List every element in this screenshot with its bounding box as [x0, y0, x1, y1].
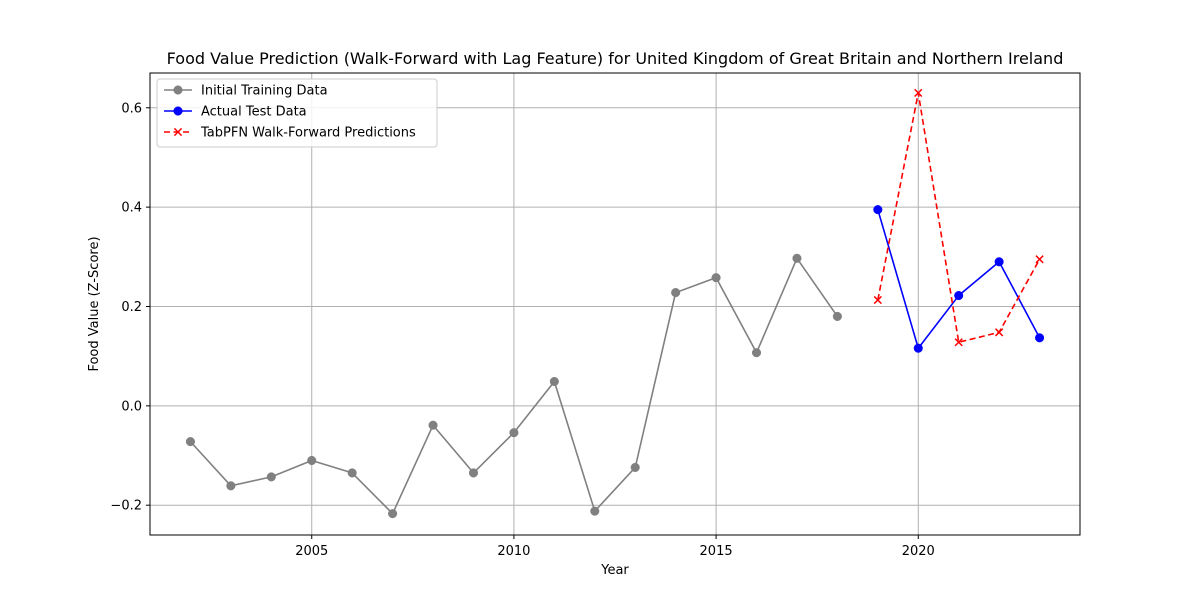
x-tick-label: 2010 [497, 544, 530, 559]
data-point [388, 509, 398, 519]
data-point [873, 295, 882, 305]
y-tick-label: 0.4 [121, 201, 142, 216]
plot-area-frame [149, 72, 1081, 536]
y-axis-label: Food Value (Z-Score) [87, 236, 102, 371]
data-point [954, 338, 963, 347]
legend-marker [173, 85, 183, 95]
x-axis-label: Year [600, 563, 629, 578]
y-tick-label: −0.2 [110, 499, 142, 514]
data-point [590, 506, 600, 516]
data-point [751, 348, 762, 358]
legend-entry-3: TabPFN Walk-Forward Predictions [164, 126, 416, 141]
data-point [671, 288, 681, 298]
data-point [914, 88, 923, 98]
y-tick-label: 0.0 [121, 399, 142, 414]
data-point [792, 253, 802, 263]
data-point [711, 273, 721, 283]
legend-label: Initial Training Data [201, 84, 328, 99]
data-point [954, 291, 964, 301]
data-point [630, 462, 640, 472]
data-point [347, 468, 357, 478]
x-tick-label: 2015 [700, 544, 733, 559]
axis-ticks: 2005 2010 2015 2020 −0.2 0.0 0.2 0.4 0.6 [110, 101, 934, 559]
data-point [994, 257, 1004, 267]
data-point [226, 481, 236, 491]
legend-marker [173, 127, 183, 137]
data-point [1035, 255, 1044, 264]
legend-label: Actual Test Data [201, 105, 307, 120]
legend-entry-2: Actual Test Data [164, 105, 307, 120]
series-1 [185, 253, 842, 519]
chart-title: Food Value Prediction (Walk-Forward with… [167, 49, 1064, 68]
legend-entry-1: Initial Training Data [164, 84, 328, 99]
series-layer [185, 88, 1045, 519]
legend: Initial Training Data Actual Test Data Tab… [156, 78, 438, 148]
data-point [509, 428, 519, 438]
series-3 [873, 88, 1044, 347]
series-line [877, 92, 1041, 344]
y-tick-label: 0.6 [121, 101, 142, 116]
legend-label: TabPFN Walk-Forward Predictions [200, 126, 416, 141]
data-point [873, 205, 883, 215]
data-point [307, 455, 317, 466]
data-point [549, 376, 559, 387]
y-tick-label: 0.2 [121, 300, 142, 315]
data-point [913, 343, 923, 353]
series-2 [873, 205, 1045, 353]
legend-box [156, 78, 438, 148]
data-point [1035, 333, 1045, 343]
data-point [428, 420, 438, 430]
data-point [185, 437, 195, 447]
x-tick-label: 2005 [295, 544, 328, 559]
legend-marker [173, 106, 183, 116]
data-point [832, 311, 842, 321]
x-tick-label: 2020 [902, 544, 935, 559]
data-point [266, 472, 276, 482]
data-point [468, 468, 479, 478]
data-point [994, 328, 1004, 337]
